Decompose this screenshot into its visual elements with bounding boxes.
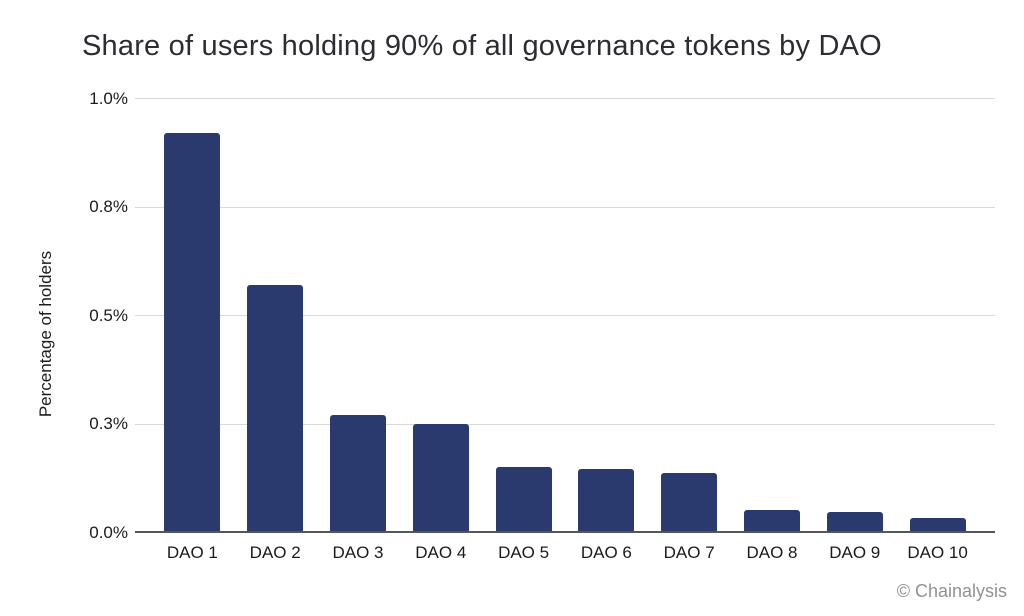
y-tick-label: 1.0%: [89, 88, 128, 108]
bars-container: [135, 98, 995, 532]
bar-dao-5: [495, 466, 552, 532]
bar-dao-7: [661, 473, 718, 532]
gridline: [135, 206, 995, 208]
bar-slot: [317, 98, 400, 532]
bar-dao-4: [412, 423, 469, 532]
x-tick-label: DAO 5: [498, 543, 550, 562]
bar-slot: [813, 98, 896, 532]
bar-dao-1: [164, 132, 221, 532]
y-axis-tick-labels: 0.0% 0.3% 0.5% 0.8% 1.0%: [0, 89, 128, 542]
x-tick-label: DAO 8: [746, 543, 798, 562]
x-tick-label: DAO 10: [907, 543, 968, 562]
bar-dao-6: [578, 469, 635, 532]
bar-dao-10: [909, 518, 966, 532]
bar-slot: [482, 98, 565, 532]
gridline: [135, 423, 995, 425]
bar-slot: [731, 98, 814, 532]
x-tick-label: DAO 4: [415, 543, 467, 562]
x-tick-label: DAO 1: [166, 543, 218, 562]
x-axis-labels: DAO 1 DAO 2 DAO 3 DAO 4 DAO 5 DAO 6 DAO 7 DAO 8…: [135, 543, 995, 563]
gridline: [135, 98, 995, 99]
bar-dao-8: [743, 509, 800, 532]
chart-title: Share of users holding 90% of all govern…: [82, 30, 882, 62]
y-tick-label: 0.3%: [89, 414, 128, 433]
x-tick-label: DAO 7: [663, 543, 715, 562]
x-axis-line: [135, 531, 995, 533]
x-tick-label: DAO 9: [829, 543, 881, 562]
x-tick-label: DAO 2: [249, 543, 301, 562]
bar-dao-9: [826, 511, 883, 532]
bar-slot: [648, 98, 731, 532]
copyright-attribution: © Chainalysis: [896, 581, 1007, 601]
bar-dao-2: [247, 284, 304, 532]
x-tick-label: DAO 3: [332, 543, 384, 562]
x-tick-label: DAO 6: [580, 543, 632, 562]
bar-slot: [399, 98, 482, 532]
bar-slot: [151, 98, 234, 532]
bar-slot: [565, 98, 648, 532]
bar-slot: [234, 98, 317, 532]
bar-dao-3: [329, 414, 386, 532]
y-tick-label: 0.8%: [89, 197, 128, 216]
plot-area: [135, 98, 995, 533]
y-tick-label: 0.0%: [89, 522, 128, 542]
gridline: [135, 315, 995, 316]
bar-slot: [896, 98, 979, 532]
y-tick-label: 0.5%: [89, 305, 128, 325]
